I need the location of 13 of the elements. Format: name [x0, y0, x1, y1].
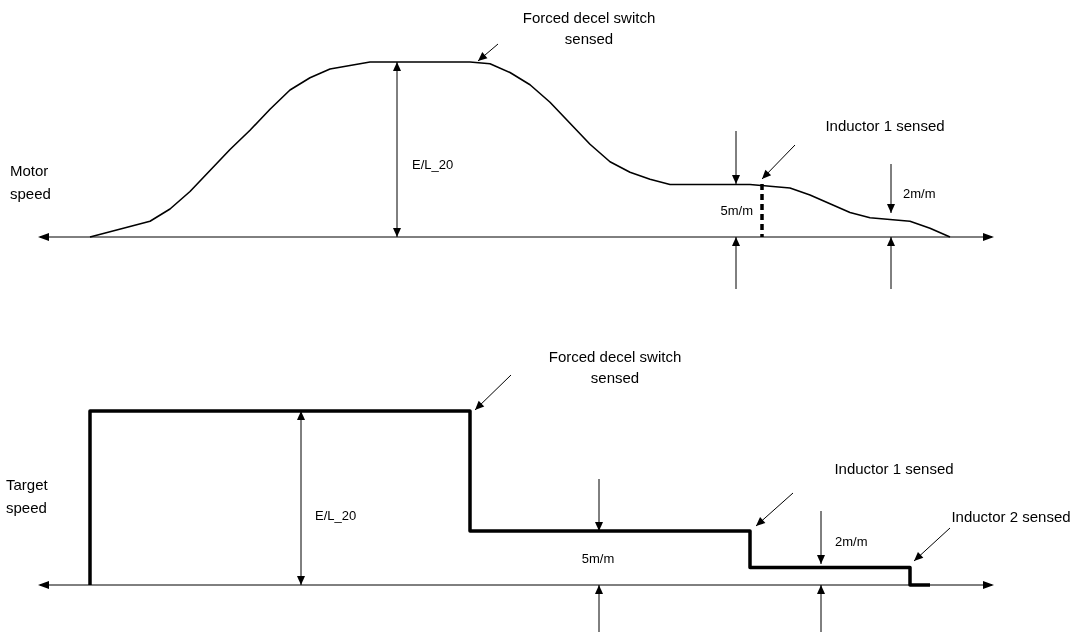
y-axis-title: Motor speed	[10, 162, 51, 203]
annotation: Inductor 1 sensed	[825, 117, 945, 135]
annotation: 5m/m	[581, 550, 615, 566]
y-axis-title: Target speed	[6, 476, 49, 517]
text: Forced decel switch sensed	[548, 348, 682, 387]
annotation: E/L_20	[412, 156, 454, 172]
annotation: 2m/m	[903, 185, 936, 201]
annotation: Inductor 1 sensed	[834, 460, 954, 478]
annotation: E/L_20	[315, 507, 357, 523]
text: Forced decel switch sensed	[522, 9, 656, 48]
annotation: 5m/m	[720, 202, 753, 218]
annotation: 2m/m	[835, 533, 868, 549]
annotation: Inductor 2 sensed	[951, 508, 1071, 526]
